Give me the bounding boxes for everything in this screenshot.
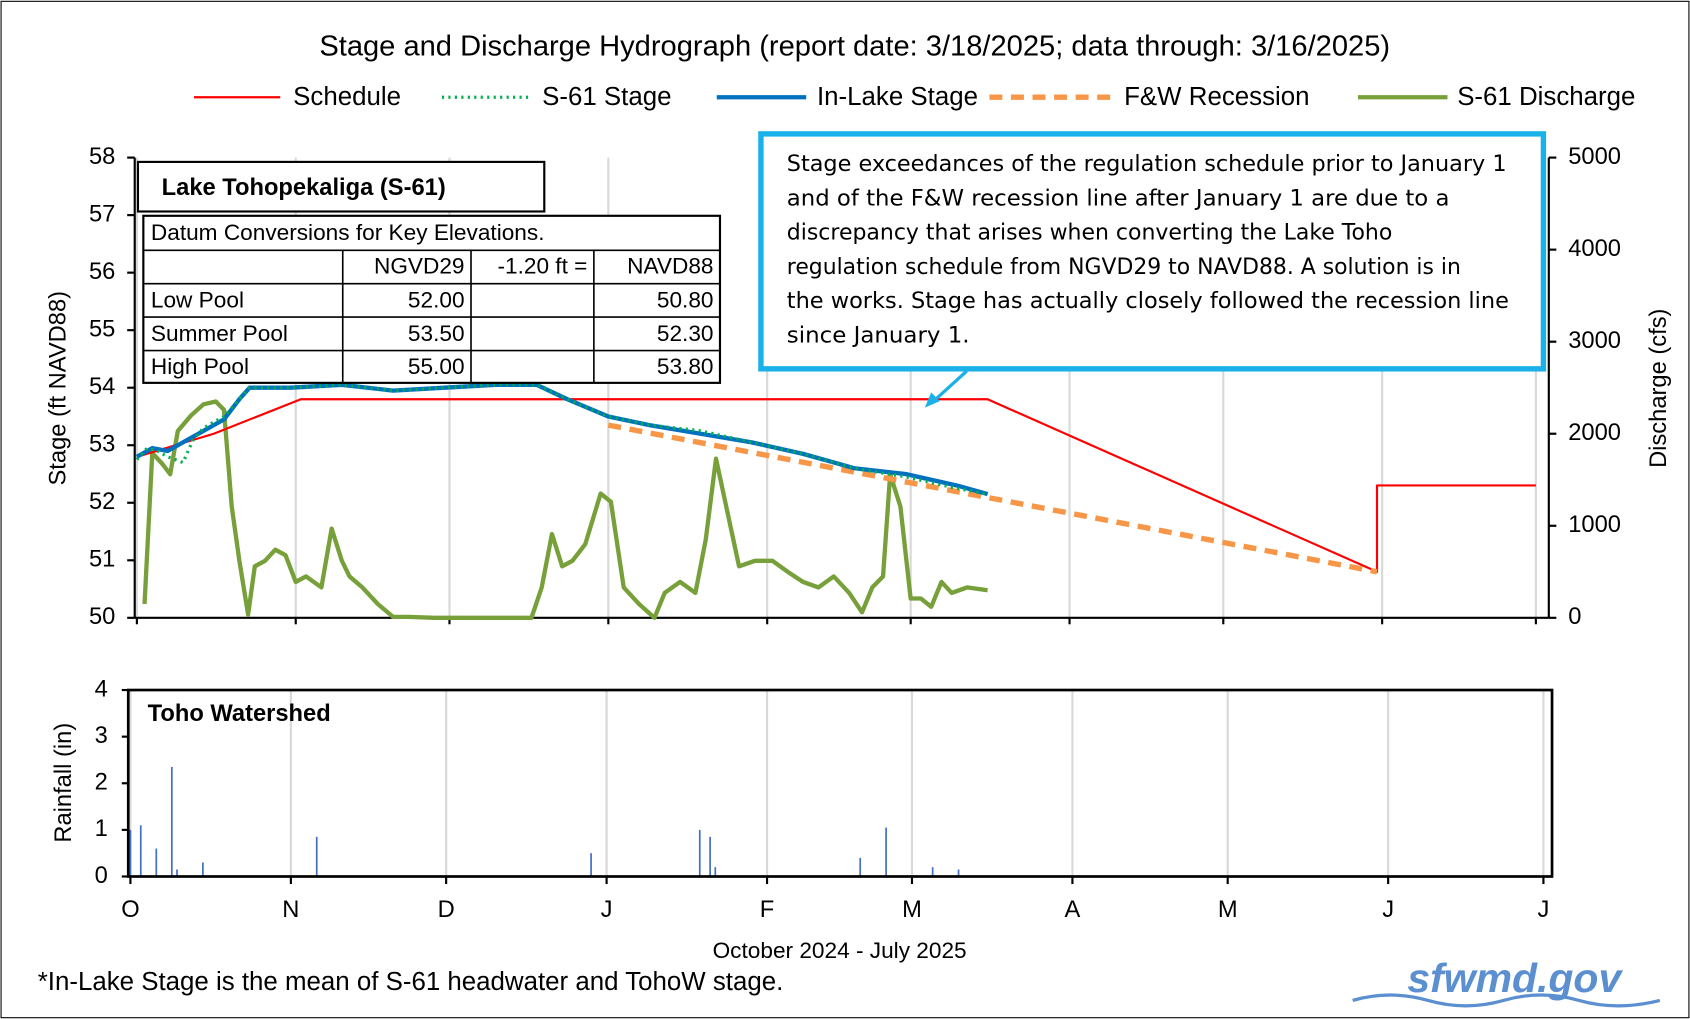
y-tick-label: 0: [95, 863, 108, 889]
annotation-text: regulation schedule from NGVD29 to NAVD8…: [787, 254, 1461, 280]
bar: [202, 862, 204, 877]
bar: [170, 766, 173, 877]
bar: [155, 848, 158, 877]
logo-wave: [1352, 993, 1661, 1008]
rainfall-title: Toho Watershed: [148, 701, 331, 727]
y-axis-label: Rainfall (in): [51, 723, 77, 843]
x-axis-label: October 2024 - July 2025: [713, 938, 967, 963]
table-cell: 55.00: [408, 354, 465, 379]
annotation-text: discrepancy that arises when converting …: [787, 220, 1393, 246]
y-tick-label: 51: [89, 547, 115, 573]
y2-tick-label: 0: [1568, 604, 1581, 630]
x-tick-label: N: [282, 897, 299, 923]
legend-label: In-Lake Stage: [817, 83, 978, 111]
bar: [714, 867, 717, 877]
annotation-box: [758, 131, 1547, 372]
table-cell: 52.00: [408, 287, 465, 312]
table-title: Datum Conversions for Key Elevations.: [151, 220, 545, 245]
y-tick-label: 53: [89, 432, 115, 458]
y2-tick-label: 5000: [1568, 144, 1621, 170]
chart-bar: O N D J F M A M J J 0 1 2 3 4 Rainfall (in): [51, 676, 1554, 923]
y-tick-label: 50: [89, 604, 115, 630]
y2-tick-label: 1000: [1568, 512, 1621, 538]
table-row-name: Summer Pool: [151, 321, 288, 346]
series-line: [136, 398, 1536, 573]
table-frame: [142, 214, 722, 384]
chart-subtitle: Lake Tohopekaliga (S-61): [162, 175, 446, 201]
y-axis-label: Stage (ft NAVD88): [46, 291, 72, 486]
legend-label: S-61 Discharge: [1457, 83, 1635, 111]
x-tick-label: J: [1537, 897, 1549, 923]
y-tick-label: 54: [89, 374, 115, 400]
y2-axis-label: Discharge (cfs): [1646, 309, 1672, 468]
table-header: NGVD29: [374, 254, 465, 279]
y2-tick-label: 3000: [1568, 328, 1621, 354]
table-header: NAVD88: [627, 254, 713, 279]
annotation-text: the works. Stage has actually closely fo…: [787, 288, 1509, 314]
x-tick-label: A: [1065, 897, 1081, 923]
table-cell: 50.80: [657, 287, 714, 312]
bar: [859, 857, 862, 877]
annotation-pointer: [930, 369, 968, 405]
annotation-text: and of the F&W recession line after Janu…: [787, 185, 1450, 211]
subtitle-box: [136, 160, 546, 213]
y-tick-label: 55: [89, 316, 115, 342]
legend-label: Schedule: [293, 83, 401, 111]
legend-label: F&W Recession: [1124, 83, 1309, 111]
table-header: -1.20 ft =: [497, 254, 587, 279]
plot-frame: [126, 688, 1554, 878]
y-tick-label: 4: [95, 676, 108, 702]
table-row-name: High Pool: [151, 354, 249, 379]
y-tick-label: 2: [95, 770, 108, 796]
footnote: *In-Lake Stage is the mean of S-61 headw…: [38, 968, 784, 996]
logo: sfwmd.gov: [1407, 955, 1623, 1001]
series-line: [135, 382, 989, 497]
bar: [590, 853, 592, 877]
x-tick-label: O: [121, 897, 139, 923]
bar: [885, 827, 887, 877]
bar: [129, 829, 132, 877]
x-tick-label: J: [601, 897, 613, 923]
annotation-arrowhead: [924, 392, 940, 408]
bar: [931, 867, 934, 877]
y-tick-label: 56: [89, 259, 115, 285]
y-tick-label: 57: [89, 201, 115, 227]
annotation-text: since January 1.: [787, 323, 970, 349]
x-tick-label: F: [760, 897, 774, 923]
table-cell: 53.50: [408, 321, 465, 346]
bar: [709, 836, 711, 877]
legend-label: S-61 Stage: [542, 83, 671, 111]
x-tick-label: M: [902, 897, 922, 923]
bar: [139, 825, 142, 877]
bar: [957, 869, 960, 877]
x-tick-label: M: [1218, 897, 1238, 923]
y-tick-label: 3: [95, 723, 108, 749]
table-row-name: Low Pool: [151, 287, 244, 312]
y-tick-label: 52: [89, 489, 115, 515]
y-tick-label: 1: [95, 816, 108, 842]
y2-tick-label: 2000: [1568, 420, 1621, 446]
x-tick-label: J: [1382, 897, 1394, 923]
annotation-text: Stage exceedances of the regulation sche…: [787, 151, 1507, 177]
series-line: [142, 399, 988, 620]
table-cell: 52.30: [657, 321, 714, 346]
table-cell: 53.80: [657, 354, 714, 379]
x-tick-label: D: [438, 897, 455, 923]
y2-tick-label: 4000: [1568, 236, 1621, 262]
bar: [315, 836, 318, 877]
bar: [698, 829, 701, 877]
series-line: [607, 422, 1378, 575]
y-tick-label: 58: [89, 144, 115, 170]
bar: [176, 869, 178, 877]
chart-title: Stage and Discharge Hydrograph (report d…: [319, 30, 1390, 62]
